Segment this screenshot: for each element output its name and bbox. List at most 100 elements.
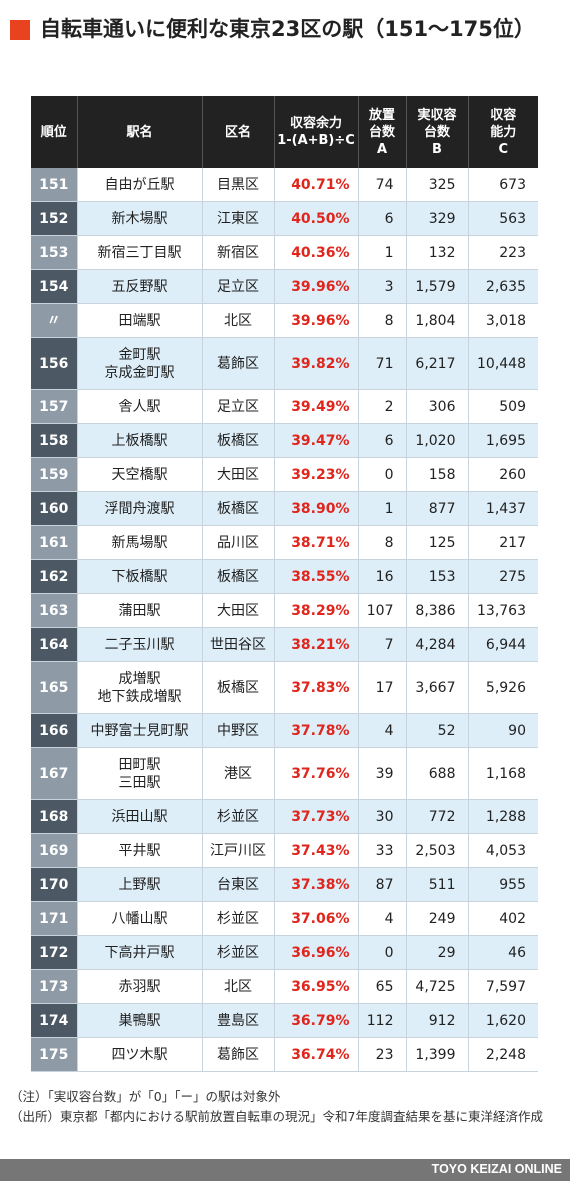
cell-ward: 品川区: [202, 525, 275, 560]
table-row: 170 上野駅 台東区 37.38% 87 511 955: [31, 867, 538, 902]
cell-ward: 杉並区: [202, 799, 275, 834]
cell-ratio: 36.74%: [274, 1037, 359, 1072]
cell-b: 912: [406, 1003, 469, 1038]
cell-a: 71: [358, 337, 407, 390]
cell-station: 蒲田駅: [77, 593, 203, 628]
cell-rank: 175: [31, 1037, 78, 1072]
cell-rank: 171: [31, 901, 78, 936]
cell-station: 田町駅 三田駅: [77, 747, 203, 800]
cell-ratio: 37.83%: [274, 661, 359, 714]
cell-ward: 杉並区: [202, 935, 275, 970]
cell-rank: 165: [31, 661, 78, 714]
table-row: 〃田端駅 北区 39.96% 8 1,804 3,018: [31, 303, 538, 338]
header-capacity: 収容 能力 C: [468, 96, 538, 168]
cell-b: 1,579: [406, 269, 469, 304]
cell-ward: 目黒区: [202, 168, 275, 202]
cell-b: 511: [406, 867, 469, 902]
cell-a: 112: [358, 1003, 407, 1038]
cell-b: 125: [406, 525, 469, 560]
cell-a: 33: [358, 833, 407, 868]
cell-ratio: 36.79%: [274, 1003, 359, 1038]
cell-b: 249: [406, 901, 469, 936]
cell-ward: 台東区: [202, 867, 275, 902]
cell-a: 4: [358, 901, 407, 936]
table-row: 171 八幡山駅 杉並区 37.06% 4 249 402: [31, 901, 538, 936]
cell-a: 65: [358, 969, 407, 1004]
cell-ratio: 37.43%: [274, 833, 359, 868]
cell-a: 6: [358, 423, 407, 458]
cell-station: 浮間舟渡駅: [77, 491, 203, 526]
cell-station: 中野富士見町駅: [77, 713, 203, 748]
cell-a: 4: [358, 713, 407, 748]
cell-ratio: 39.82%: [274, 337, 359, 390]
cell-rank: 172: [31, 935, 78, 970]
table-row: 160 浮間舟渡駅 板橋区 38.90% 1 877 1,437: [31, 491, 538, 526]
cell-station: 平井駅: [77, 833, 203, 868]
cell-b: 6,217: [406, 337, 469, 390]
cell-b: 153: [406, 559, 469, 594]
cell-b: 2,503: [406, 833, 469, 868]
cell-rank: 162: [31, 559, 78, 594]
cell-ratio: 38.55%: [274, 559, 359, 594]
cell-rank: 160: [31, 491, 78, 526]
header-ratio: 収容余力 1-(A+B)÷C: [274, 96, 359, 168]
cell-rank: 154: [31, 269, 78, 304]
footnotes: （注）「実収容台数」が「0」「ー」の駅は対象外 （出所）東京都「都内における駅前…: [10, 1087, 565, 1127]
cell-rank: 156: [31, 337, 78, 390]
cell-c: 217: [468, 525, 538, 560]
cell-b: 132: [406, 235, 469, 270]
cell-rank: 157: [31, 389, 78, 424]
cell-station: 自由が丘駅: [77, 168, 203, 202]
cell-rank: 166: [31, 713, 78, 748]
title-accent-square-icon: [10, 20, 30, 40]
cell-ratio: 37.38%: [274, 867, 359, 902]
cell-c: 260: [468, 457, 538, 492]
header-abandoned: 放置 台数 A: [358, 96, 407, 168]
cell-a: 23: [358, 1037, 407, 1072]
cell-station: 五反野駅: [77, 269, 203, 304]
cell-rank: 161: [31, 525, 78, 560]
cell-a: 87: [358, 867, 407, 902]
cell-station: 下板橋駅: [77, 559, 203, 594]
cell-ward: 板橋区: [202, 423, 275, 458]
cell-b: 306: [406, 389, 469, 424]
cell-b: 29: [406, 935, 469, 970]
cell-ratio: 37.78%: [274, 713, 359, 748]
cell-c: 955: [468, 867, 538, 902]
cell-rank: 173: [31, 969, 78, 1004]
cell-a: 16: [358, 559, 407, 594]
cell-c: 7,597: [468, 969, 538, 1004]
cell-ratio: 40.36%: [274, 235, 359, 270]
note-text: （注）「実収容台数」が「0」「ー」の駅は対象外: [10, 1089, 281, 1104]
cell-c: 10,448: [468, 337, 538, 390]
table-row: 163 蒲田駅 大田区 38.29% 107 8,386 13,763: [31, 593, 538, 628]
cell-station: 下高井戸駅: [77, 935, 203, 970]
cell-ratio: 38.29%: [274, 593, 359, 628]
cell-b: 1,804: [406, 303, 469, 338]
cell-b: 329: [406, 201, 469, 236]
cell-ward: 板橋区: [202, 559, 275, 594]
cell-station: 新木場駅: [77, 201, 203, 236]
table-row: 162 下板橋駅 板橋区 38.55% 16 153 275: [31, 559, 538, 594]
cell-c: 1,695: [468, 423, 538, 458]
table-row: 168 浜田山駅 杉並区 37.73% 30 772 1,288: [31, 799, 538, 834]
table-row: 154 五反野駅 足立区 39.96% 3 1,579 2,635: [31, 269, 538, 304]
cell-c: 402: [468, 901, 538, 936]
cell-ward: 新宿区: [202, 235, 275, 270]
header-rank: 順位: [31, 96, 78, 168]
cell-a: 1: [358, 491, 407, 526]
cell-c: 563: [468, 201, 538, 236]
table-row: 173 赤羽駅 北区 36.95% 65 4,725 7,597: [31, 969, 538, 1004]
cell-rank: 170: [31, 867, 78, 902]
table-row: 167 田町駅 三田駅 港区 37.76% 39 688 1,168: [31, 747, 538, 800]
cell-ward: 中野区: [202, 713, 275, 748]
cell-a: 17: [358, 661, 407, 714]
table-row: 152 新木場駅 江東区 40.50% 6 329 563: [31, 201, 538, 236]
cell-rank: 169: [31, 833, 78, 868]
table-row: 172 下高井戸駅 杉並区 36.96% 0 29 46: [31, 935, 538, 970]
cell-station: 田端駅: [77, 303, 203, 338]
cell-station: 上板橋駅: [77, 423, 203, 458]
cell-rank: 164: [31, 627, 78, 662]
table-row: 156 金町駅 京成金町駅 葛飾区 39.82% 71 6,217 10,448: [31, 337, 538, 390]
cell-ratio: 40.71%: [274, 168, 359, 202]
